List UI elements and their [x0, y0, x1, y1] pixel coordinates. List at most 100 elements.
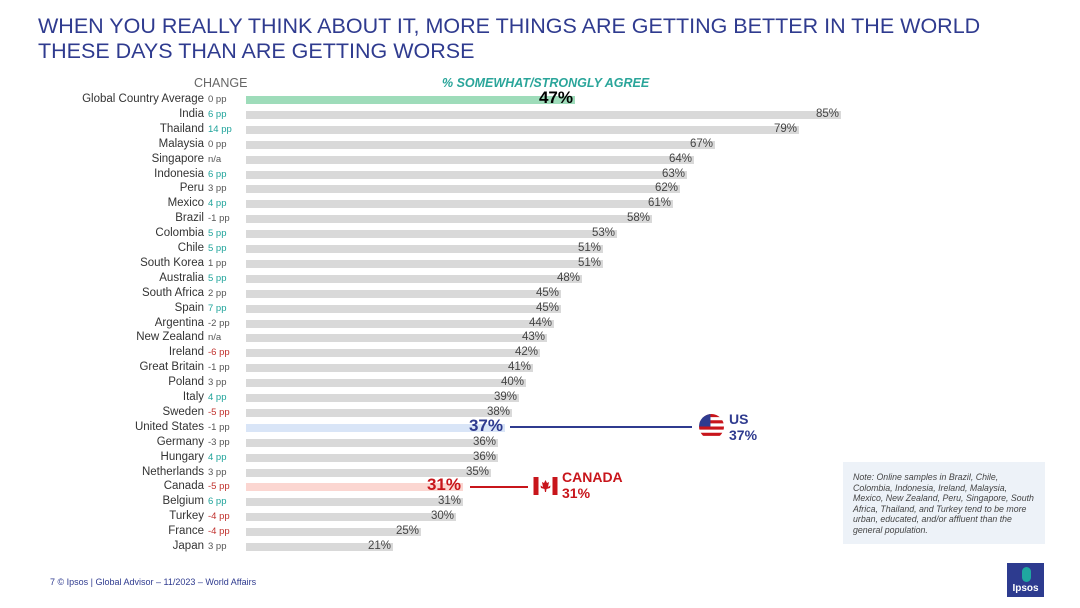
value-label: 40% — [500, 376, 524, 389]
country-label: Thailand — [159, 122, 204, 135]
bar — [246, 334, 547, 343]
change-value: -4 pp — [208, 526, 230, 538]
value-label: 67% — [689, 137, 713, 150]
value-label: 48% — [556, 271, 580, 284]
bar — [246, 125, 799, 134]
country-label: Australia — [159, 271, 204, 284]
change-value: 4 pp — [208, 392, 227, 403]
value-label: 58% — [626, 212, 650, 225]
change-value: 3 pp — [208, 377, 227, 389]
bar — [246, 468, 491, 477]
bar — [246, 274, 582, 283]
country-label: France — [168, 525, 204, 538]
country-label: Chile — [177, 242, 204, 254]
bar — [246, 438, 498, 447]
country-label: India — [179, 107, 204, 120]
country-label: United States — [134, 420, 204, 433]
change-value: 5 pp — [208, 228, 227, 240]
bar — [246, 96, 575, 104]
canada-flag-icon — [533, 477, 558, 495]
chart-row: Hungary 4 pp 36% — [0, 450, 900, 465]
value-label: 45% — [535, 301, 559, 314]
change-header: CHANGE — [194, 76, 248, 90]
canada-callout-value: 31% — [562, 485, 591, 501]
page-title: WHEN YOU REALLY THINK ABOUT IT, MORE THI… — [38, 14, 981, 63]
chart-row: Netherlands 3 pp 35% — [0, 465, 900, 480]
chart-row: Canada -5 pp 31% — [0, 475, 900, 494]
bar — [246, 200, 673, 209]
chart-row: New Zealand n/a 43% — [0, 330, 900, 345]
chart-row: Global Country Average 0 pp 47% — [0, 88, 900, 107]
bar — [246, 483, 463, 492]
chart-row: Peru 3 pp 62% — [0, 181, 900, 196]
country-label: Argentina — [154, 316, 204, 329]
chart-row: India 6 pp 85% — [0, 107, 900, 122]
bar — [246, 453, 498, 462]
chart-row: Argentina -2 pp 44% — [0, 316, 900, 331]
chart-row: Turkey -4 pp 30% — [0, 509, 900, 524]
country-label: Hungary — [160, 450, 204, 463]
value-label: 36% — [472, 435, 496, 448]
change-value: n/a — [208, 153, 222, 165]
value-label: 31% — [426, 475, 461, 495]
change-value: 5 pp — [208, 272, 227, 284]
chart-row: Sweden -5 pp 38% — [0, 405, 900, 420]
bar — [246, 245, 603, 253]
value-label: 42% — [514, 346, 538, 359]
chart-row: Mexico 4 pp 61% — [0, 196, 900, 211]
value-label: 44% — [528, 316, 552, 329]
change-value: 4 pp — [208, 198, 227, 210]
change-value: -3 pp — [208, 436, 230, 448]
us-flag-icon — [699, 414, 724, 439]
chart-row: Italy 4 pp 39% — [0, 390, 900, 405]
bar — [246, 513, 456, 522]
us-callout-label: US — [729, 411, 749, 427]
us-callout-value: 37% — [729, 427, 758, 443]
value-label: 41% — [507, 361, 531, 374]
change-value: 3 pp — [208, 183, 227, 195]
value-label: 51% — [577, 242, 601, 254]
country-label: Brazil — [175, 212, 204, 225]
value-label: 53% — [591, 227, 615, 240]
us-callout: US 37% — [729, 411, 757, 443]
value-label: 30% — [430, 510, 454, 523]
chart-row: Australia 5 pp 48% — [0, 271, 900, 286]
country-label: Italy — [182, 391, 204, 403]
ipsos-logo: Ipsos — [1007, 563, 1044, 597]
change-value: 6 pp — [208, 496, 227, 508]
country-label: Canada — [163, 480, 204, 493]
value-label: 79% — [773, 122, 797, 135]
footer-source: 7 © Ipsos | Global Advisor – 11/2023 – W… — [50, 577, 257, 587]
change-value: 14 pp — [208, 123, 232, 135]
country-label: Sweden — [162, 405, 204, 418]
country-label: Colombia — [155, 227, 204, 240]
change-value: n/a — [208, 332, 222, 344]
chart-row: South Africa 2 pp 45% — [0, 286, 900, 301]
value-label: 31% — [437, 495, 461, 508]
canada-callout: CANADA 31% — [562, 469, 623, 501]
value-label: 35% — [465, 465, 489, 478]
country-label: Belgium — [162, 495, 204, 508]
chart-row: Great Britain -1 pp 41% — [0, 360, 900, 375]
bar — [246, 319, 554, 328]
bar — [246, 185, 680, 194]
country-label: Malaysia — [158, 137, 204, 150]
value-label: 25% — [395, 525, 419, 538]
change-value: 1 pp — [208, 257, 227, 269]
chart-row: Japan 3 pp 21% — [0, 539, 900, 554]
chart-row: Ireland -6 pp 42% — [0, 345, 900, 360]
sample-note: Note: Online samples in Brazil, Chile, C… — [843, 462, 1045, 544]
country-label: Ireland — [168, 346, 204, 359]
bar — [246, 394, 519, 402]
change-value: 0 pp — [208, 138, 227, 150]
change-value: 4 pp — [208, 451, 227, 463]
bar — [246, 498, 463, 507]
chart-row: Chile 5 pp 51% — [0, 241, 900, 256]
change-value: 7 pp — [208, 302, 227, 314]
country-label: Japan — [172, 540, 204, 552]
bar — [246, 408, 512, 417]
chart-row: France -4 pp 25% — [0, 524, 900, 539]
chart-row: South Korea 1 pp 51% — [0, 256, 900, 271]
change-value: 5 pp — [208, 243, 227, 254]
change-value: -1 pp — [208, 213, 230, 225]
